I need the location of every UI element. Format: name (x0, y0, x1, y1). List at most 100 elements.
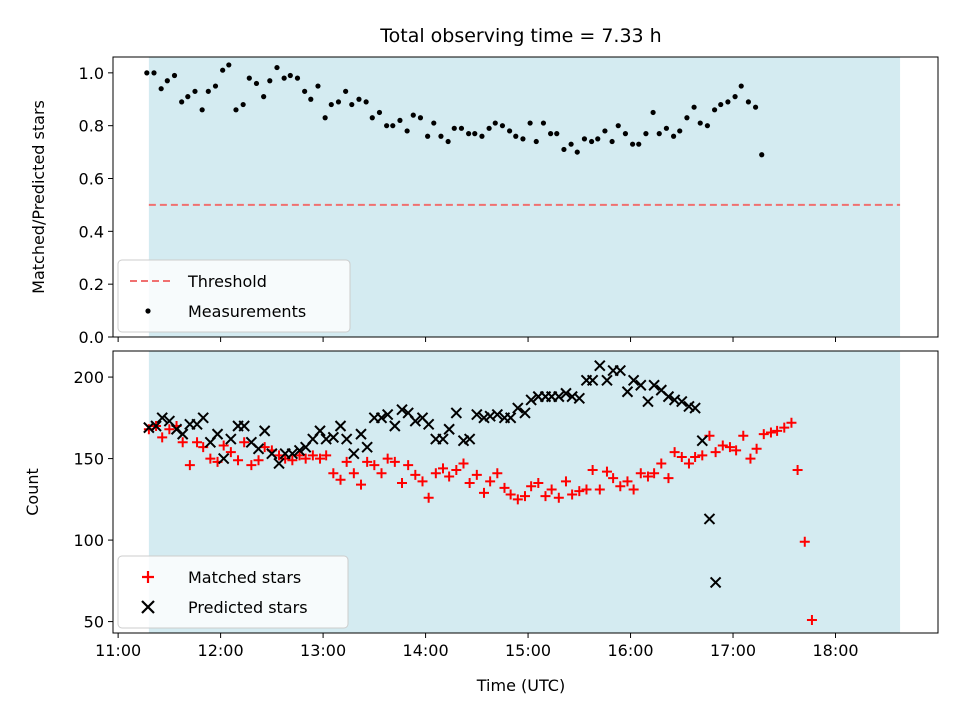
data-point (649, 468, 660, 479)
data-point (217, 452, 230, 465)
x-tick-label: 14:00 (403, 641, 449, 660)
data-point (656, 458, 667, 469)
data-point (343, 88, 349, 94)
data-point (486, 125, 492, 131)
data-point (567, 489, 578, 500)
legend-x-swatch (141, 600, 155, 614)
data-point (176, 428, 189, 440)
data-point (199, 107, 205, 113)
data-point (670, 133, 677, 139)
data-point (266, 447, 278, 460)
data-point (171, 72, 178, 79)
legend-box (117, 555, 349, 629)
data-point (704, 123, 711, 129)
data-point (779, 422, 790, 433)
data-point (348, 468, 359, 479)
data-point (205, 453, 216, 464)
data-point (629, 141, 636, 147)
data-point (751, 443, 762, 454)
series-1 (143, 359, 722, 589)
data-point (164, 424, 175, 435)
data-point (472, 131, 478, 137)
data-point (690, 451, 701, 462)
data-point (220, 67, 226, 73)
data-point (697, 120, 703, 126)
data-point (327, 431, 340, 444)
data-point (286, 447, 299, 460)
data-point (233, 107, 239, 113)
data-point (258, 425, 271, 437)
data-point (525, 394, 537, 406)
data-point (302, 88, 308, 94)
data-point (786, 417, 797, 428)
data-point (156, 412, 168, 424)
data-point (697, 450, 708, 461)
data-point (293, 444, 306, 457)
data-point (520, 136, 526, 142)
data-point (164, 78, 170, 84)
axes-frame (112, 350, 939, 634)
data-point (758, 429, 769, 440)
data-point (438, 133, 444, 139)
data-point (636, 141, 642, 147)
data-point (425, 133, 431, 139)
data-point (397, 478, 408, 489)
data-point (417, 476, 428, 487)
data-point (642, 471, 653, 482)
data-point (527, 120, 533, 126)
data-point (225, 433, 237, 445)
data-point (519, 491, 530, 502)
data-point (376, 468, 387, 479)
y-tick-label: 1.0 (79, 64, 104, 83)
data-point (471, 408, 483, 421)
data-point (479, 133, 485, 139)
data-point (745, 453, 756, 464)
data-point (512, 494, 523, 505)
data-point (609, 138, 615, 145)
data-point (444, 471, 455, 482)
y-axis-label: Count (23, 468, 42, 516)
data-point (677, 128, 683, 134)
data-point (696, 434, 708, 447)
data-point (608, 473, 619, 484)
data-point (663, 473, 674, 484)
data-point (340, 433, 353, 445)
chart-title: Total observing time = 7.33 h (379, 25, 661, 47)
data-point (491, 408, 504, 421)
data-point (581, 136, 588, 142)
data-point (252, 443, 265, 455)
data-point (253, 455, 264, 466)
data-point (355, 428, 367, 440)
data-point (238, 420, 250, 432)
data-point (212, 83, 219, 89)
data-point (759, 152, 765, 158)
data-point (505, 489, 516, 500)
data-point (683, 458, 694, 469)
data-point (458, 125, 465, 131)
data-point (294, 450, 305, 461)
data-point (595, 136, 601, 142)
data-point (321, 450, 332, 461)
data-point (348, 447, 360, 460)
data-point (410, 469, 421, 480)
data-point (464, 478, 475, 489)
data-point (589, 138, 595, 145)
y-tick-label: 0.4 (79, 222, 104, 241)
data-point (745, 99, 752, 105)
data-point (601, 374, 613, 387)
data-point (615, 481, 626, 492)
data-point (417, 115, 424, 121)
data-point (554, 131, 560, 137)
data-point (226, 62, 232, 68)
data-point (356, 96, 362, 102)
x-tick-label: 18:00 (812, 641, 858, 660)
data-point (240, 101, 246, 108)
data-point (443, 423, 455, 435)
data-point (369, 115, 375, 121)
data-point (718, 101, 724, 108)
data-point (328, 101, 334, 108)
data-point (676, 451, 687, 462)
x-axis-label: Time (UTC) (476, 676, 565, 695)
data-point (177, 437, 188, 448)
